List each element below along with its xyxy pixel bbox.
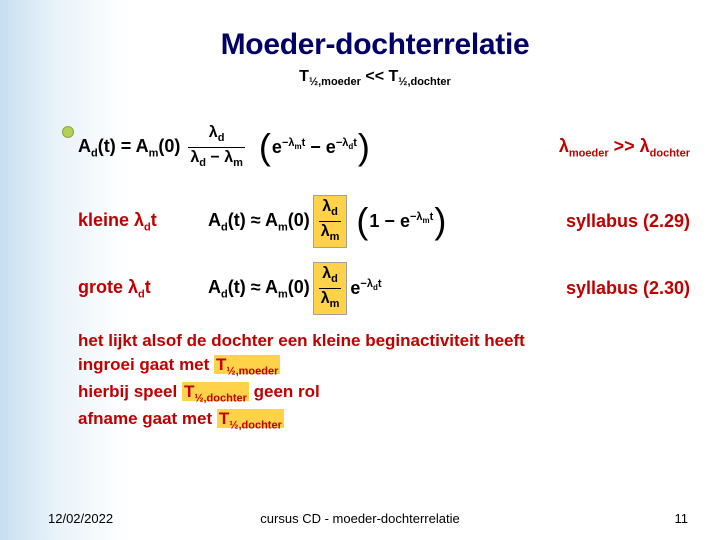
eq3-reference: syllabus (2.30): [566, 278, 690, 299]
equation-1-row: Ad(t) = Am(0) λd λd − λm ( e−λmt − e−λdt…: [78, 122, 690, 173]
eq2-fraction: λd λm: [313, 195, 348, 248]
slide: Moeder-dochterrelatie T½,moeder << T½,do…: [0, 0, 720, 540]
lambda-relation: λmoeder >> λdochter: [559, 136, 690, 160]
eq1-fraction: λd λd − λm: [183, 122, 250, 173]
slide-subtitle: T½,moeder << T½,dochter: [60, 68, 690, 88]
sub-rhs-sym: T: [388, 68, 398, 85]
summary-block: het lijkt alsof de dochter een kleine be…: [78, 329, 690, 433]
summary-line-2: ingroei gaat met T½,moeder: [78, 353, 690, 380]
bullet-icon: [62, 126, 74, 138]
summary-line-4: afname gaat met T½,dochter: [78, 407, 690, 434]
eq2-reference: syllabus (2.29): [566, 211, 690, 232]
footer-title: cursus CD - moeder-dochterrelatie: [260, 511, 459, 526]
equation-1: Ad(t) = Am(0) λd λd − λm ( e−λmt − e−λdt…: [78, 122, 371, 173]
footer: 12/02/2022 cursus CD - moeder-dochterrel…: [0, 511, 720, 526]
sub-lhs-sym: T: [299, 68, 309, 85]
sub-op: <<: [361, 68, 389, 85]
summary-line-3: hierbij speel T½,dochter geen rol: [78, 380, 690, 407]
eq3-condition: grote λdt: [78, 277, 208, 301]
footer-page: 11: [675, 511, 689, 526]
summary-line-1: het lijkt alsof de dochter een kleine be…: [78, 329, 690, 353]
sub-lhs-sub: ½,moeder: [309, 76, 361, 88]
sub-rhs-sub: ½,dochter: [398, 76, 451, 88]
footer-date: 12/02/2022: [48, 511, 113, 526]
equation-2: Ad(t) ≈ Am(0) λd λm ( 1 − e−λmt ): [208, 195, 447, 248]
equation-2-row: kleine λdt Ad(t) ≈ Am(0) λd λm ( 1 − e−λ…: [78, 195, 690, 248]
slide-title: Moeder-dochterrelatie: [60, 28, 690, 62]
equation-3-row: grote λdt Ad(t) ≈ Am(0) λd λm e−λdt syll…: [78, 262, 690, 315]
eq3-fraction: λd λm: [313, 262, 348, 315]
content-area: Ad(t) = Am(0) λd λd − λm ( e−λmt − e−λdt…: [78, 122, 690, 433]
eq2-condition: kleine λdt: [78, 210, 208, 234]
equation-3: Ad(t) ≈ Am(0) λd λm e−λdt: [208, 262, 382, 315]
